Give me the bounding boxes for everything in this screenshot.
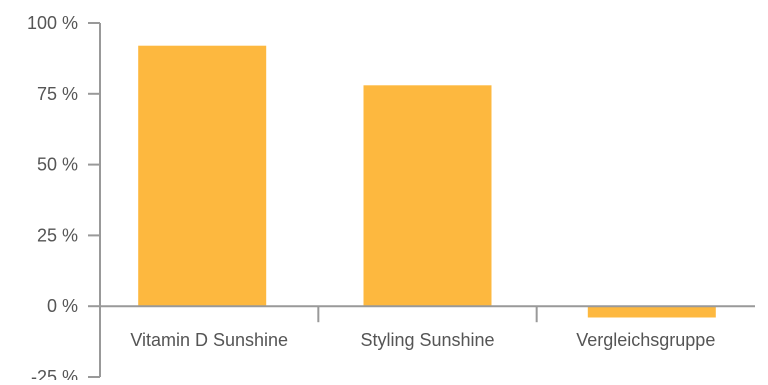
y-tick-label: 50 % [37,155,78,175]
y-tick-label: 0 % [47,296,78,316]
x-category-label: Vitamin D Sunshine [130,330,288,350]
y-tick-label: -25 % [31,367,78,380]
labels: 100 % 75 % 50 % 25 % 0 % -25 % Vitamin D Sunsh… [27,13,715,385]
bar-1 [138,45,267,307]
bar-2 [363,85,492,307]
axes [88,22,755,378]
y-tick-label: 100 % [27,13,78,33]
bar-3 [587,306,716,318]
x-category-label: Vergleichsgruppe [576,330,715,350]
bars [138,45,716,318]
x-category-label: Styling Sunshine [360,330,494,350]
y-tick-label: 75 % [37,84,78,104]
y-tick-label: 25 % [37,225,78,245]
